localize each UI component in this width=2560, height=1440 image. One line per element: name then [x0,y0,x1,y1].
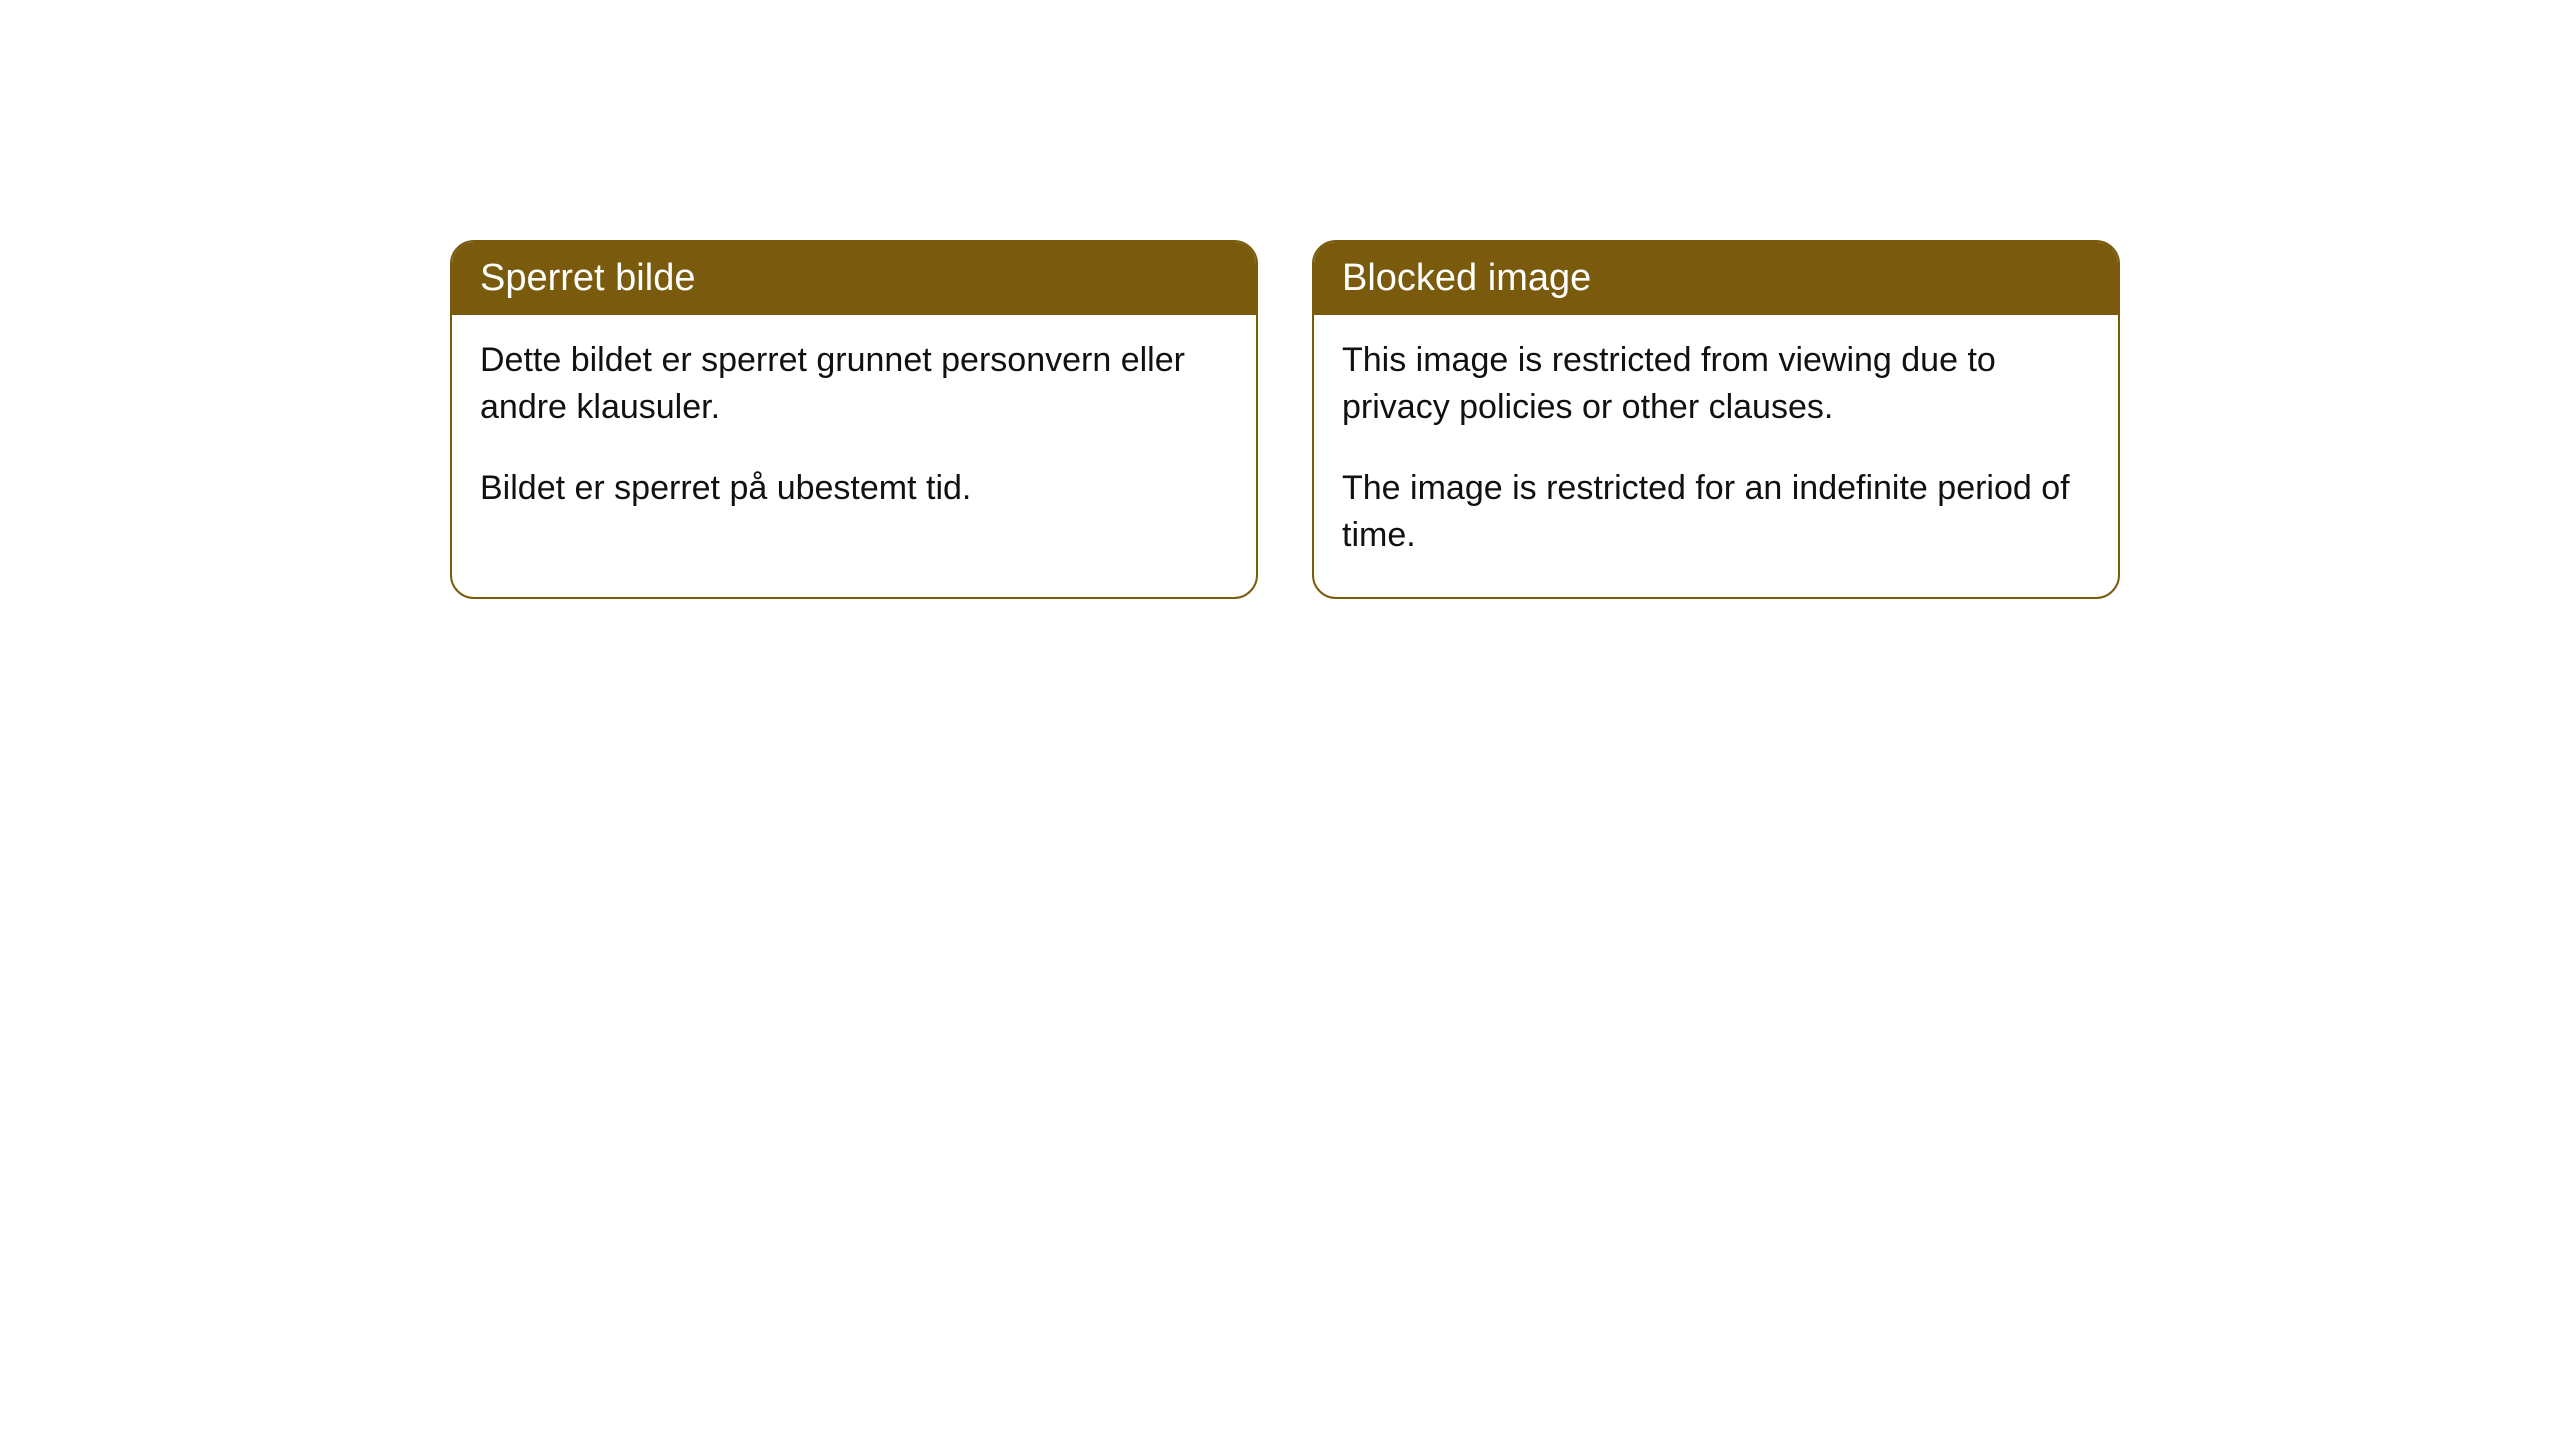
card-paragraph: Dette bildet er sperret grunnet personve… [480,337,1228,431]
card-paragraph: Bildet er sperret på ubestemt tid. [480,465,1228,512]
notice-cards-container: Sperret bilde Dette bildet er sperret gr… [450,240,2120,599]
card-paragraph: This image is restricted from viewing du… [1342,337,2090,431]
notice-card-english: Blocked image This image is restricted f… [1312,240,2120,599]
card-paragraph: The image is restricted for an indefinit… [1342,465,2090,559]
card-body: This image is restricted from viewing du… [1314,315,2118,597]
notice-card-norwegian: Sperret bilde Dette bildet er sperret gr… [450,240,1258,599]
card-body: Dette bildet er sperret grunnet personve… [452,315,1256,550]
card-header: Sperret bilde [452,242,1256,315]
card-header: Blocked image [1314,242,2118,315]
